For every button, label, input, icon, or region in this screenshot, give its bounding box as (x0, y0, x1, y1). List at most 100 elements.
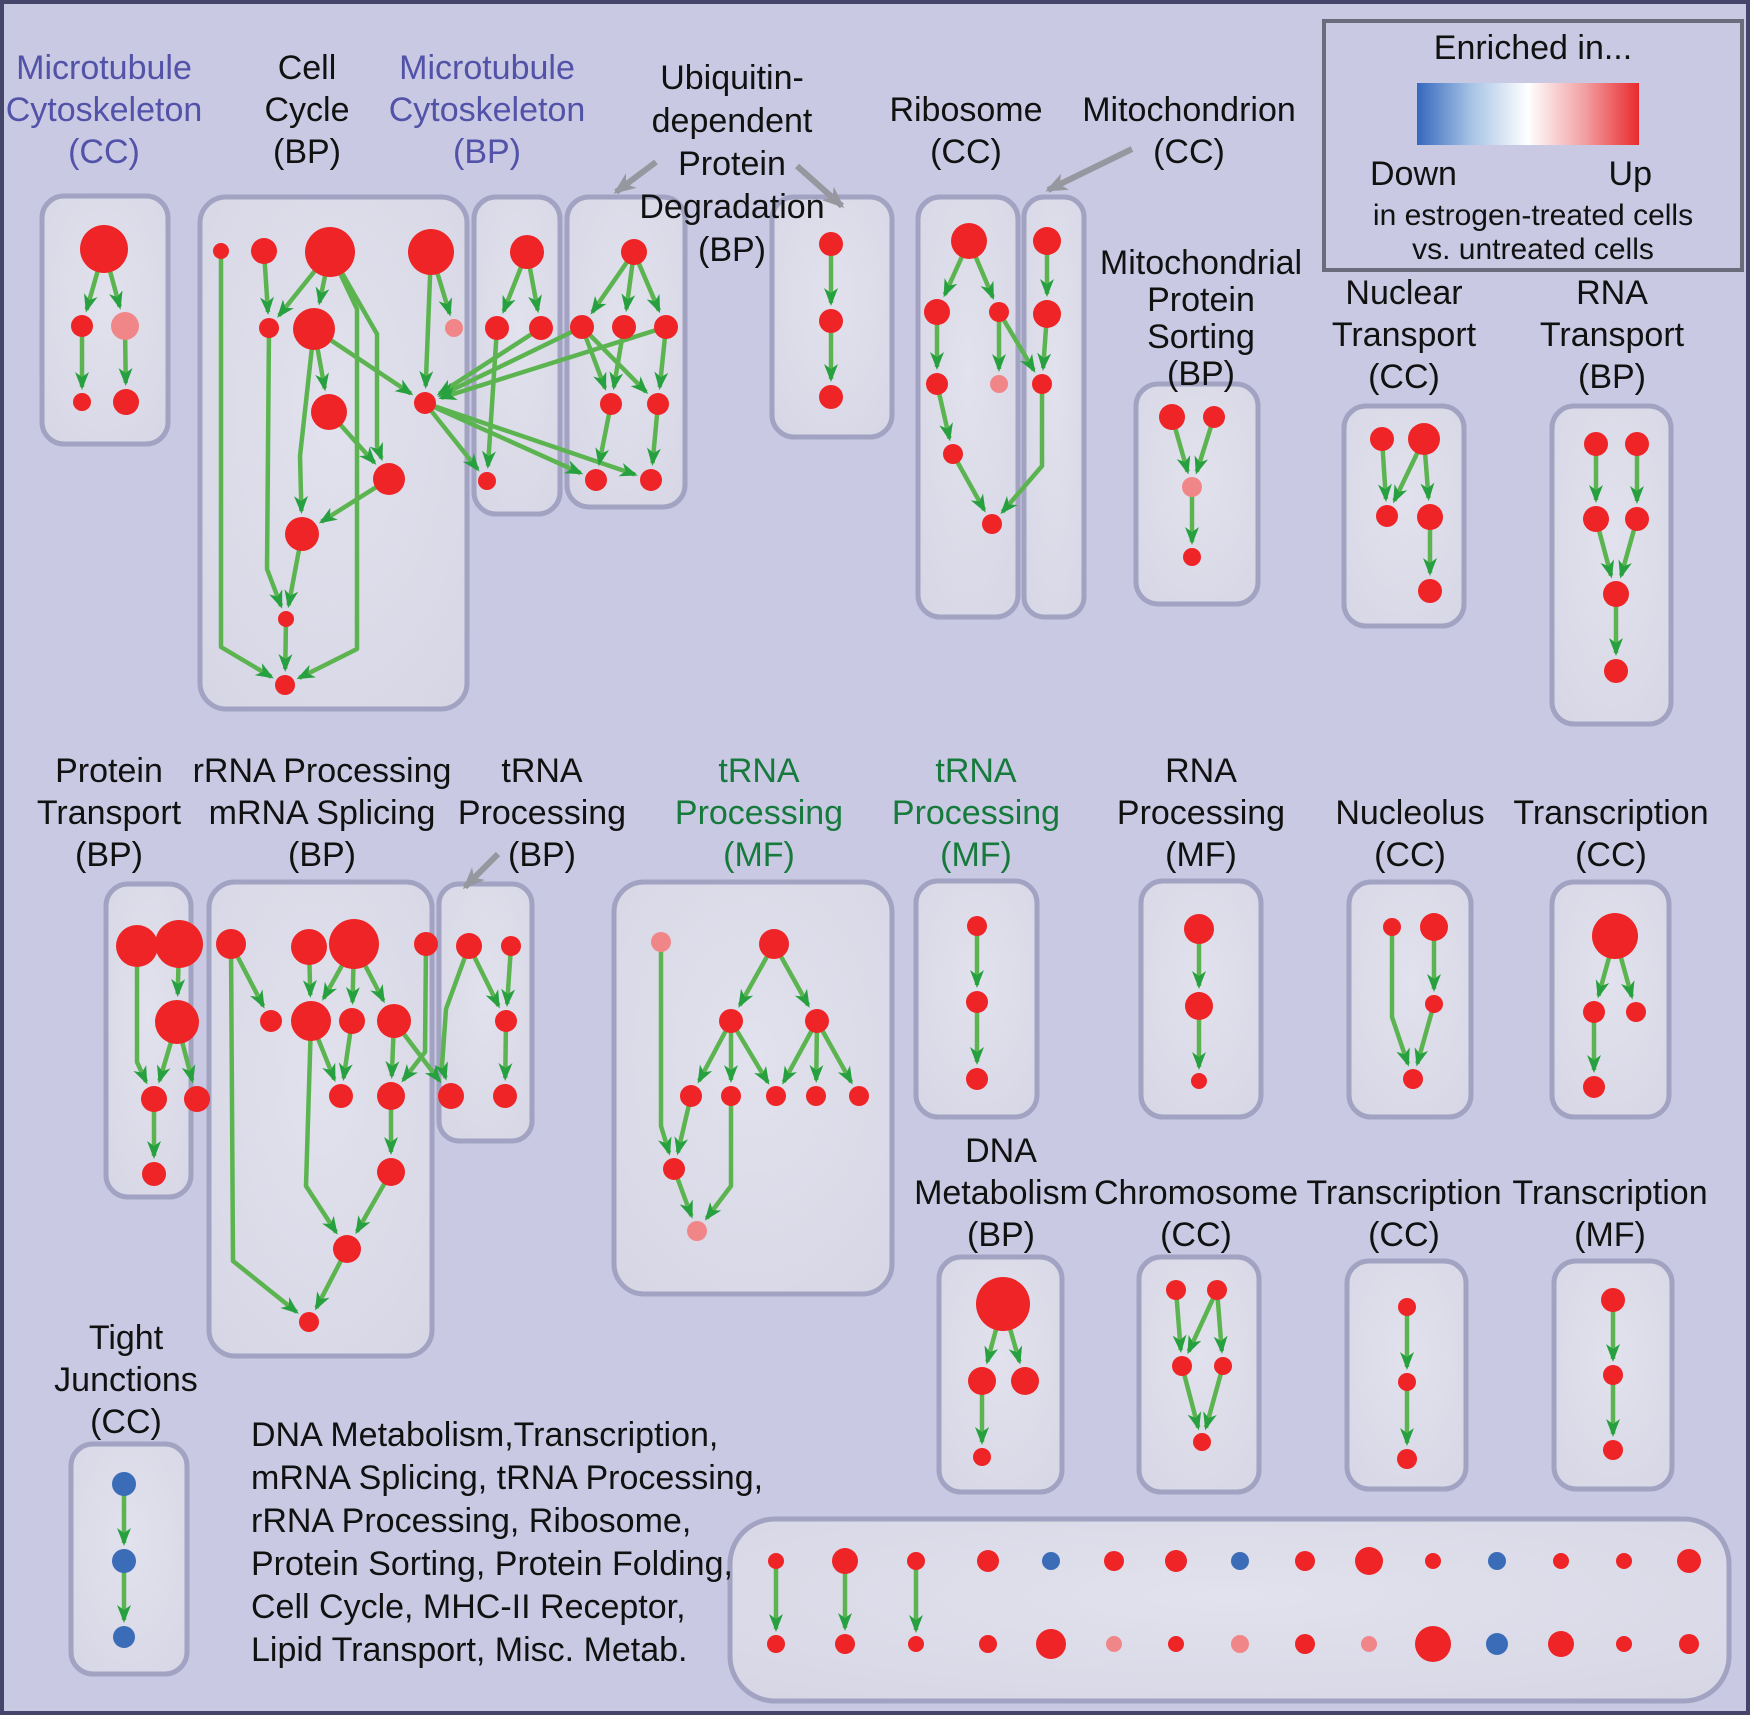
go-term-node-up-tm1b (719, 1009, 743, 1033)
go-term-node-up-rib7 (982, 514, 1002, 534)
go-term-node-up-rib1 (951, 223, 987, 259)
group-label-tm2: Processing (892, 794, 1060, 832)
group-label-tm2: (MF) (940, 836, 1012, 874)
go-term-node-down-miscB11 (1486, 1633, 1508, 1655)
go-term-node-up-rib2 (924, 299, 950, 325)
group-label-chr: Chromosome (1094, 1174, 1298, 1212)
go-term-node-up-ub1d (600, 393, 622, 415)
go-term-node-up-tc2a (1398, 1298, 1416, 1316)
go-term-node-up-miscB1 (835, 1634, 855, 1654)
go-term-node-up-tmfc (1603, 1440, 1623, 1460)
go-term-node-up-ccE (259, 318, 279, 338)
legend-down-label: Down (1370, 155, 1457, 193)
go-term-node-up-nuc3 (1425, 995, 1443, 1013)
group-box-misc (727, 1516, 1732, 1704)
go-term-node-up-miscB13 (1616, 1636, 1632, 1652)
go-term-node-up-nuc1 (1383, 918, 1401, 936)
go-term-node-up-miscT1 (832, 1548, 858, 1574)
group-label-tj: (CC) (90, 1403, 162, 1441)
go-term-node-up-miscT6 (1165, 1550, 1187, 1572)
go-term-node-up-dm4 (973, 1448, 991, 1466)
group-label-nt: (CC) (1368, 358, 1440, 396)
go-term-node-up-ub1e (647, 393, 669, 415)
go-term-node-weak-up-tm1j (687, 1221, 707, 1241)
go-term-node-up-ccK (278, 611, 294, 627)
go-term-node-down-tj1 (112, 1472, 136, 1496)
edge-ccE-ccK (264, 327, 284, 609)
group-label-tc2: (CC) (1368, 1216, 1440, 1254)
go-term-node-up-tm2c (966, 1068, 988, 1090)
go-term-node-up-pt1 (116, 925, 158, 967)
group-label-mtcc: Microtubule (16, 49, 192, 87)
go-term-node-down-miscT11 (1488, 1552, 1506, 1570)
edge-ccC-ccI (328, 250, 384, 462)
go-term-node-up-miscT10 (1425, 1553, 1441, 1569)
go-term-node-up-rpb (1185, 992, 1213, 1020)
go-term-node-up-rib6 (943, 444, 963, 464)
go-term-node-up-miscT12 (1553, 1553, 1569, 1569)
go-term-node-up-ub2b (819, 309, 843, 333)
go-term-node-up-miscB3 (979, 1635, 997, 1653)
go-term-node-up-rt1 (1584, 432, 1608, 456)
go-term-node-up-rr6 (291, 1001, 331, 1041)
legend-endpoints: Down Up (1326, 155, 1740, 194)
go-term-node-up-rr13 (299, 1312, 319, 1332)
group-box-tc1 (1549, 879, 1672, 1120)
go-term-node-up-nt1 (1370, 427, 1394, 451)
go-term-node-up-tm1f (766, 1086, 786, 1106)
edge-rr6-rr12 (303, 1020, 338, 1235)
go-term-node-down-tj2 (112, 1549, 136, 1573)
go-term-node-up-rt6 (1604, 659, 1628, 683)
go-term-node-up-miscT13 (1616, 1553, 1632, 1569)
go-term-node-weak-up-miscB5 (1106, 1636, 1122, 1652)
go-term-node-up-miscT2 (907, 1552, 925, 1570)
go-term-node-up-rr3 (329, 919, 379, 969)
go-term-node-up-pt2 (155, 920, 203, 968)
go-term-node-up-pt3 (155, 1000, 199, 1044)
group-label-ub1: Ubiquitin- (660, 59, 804, 97)
group-label-tc1: Transcription (1513, 794, 1708, 832)
group-label-mps: Sorting (1147, 318, 1255, 356)
group-box-nuc (1346, 879, 1474, 1120)
go-term-node-up-ccJ (285, 517, 319, 551)
group-label-tj: Tight (89, 1319, 164, 1357)
go-term-node-up-tmfb (1603, 1365, 1623, 1385)
edge-ccC-ccL (296, 251, 360, 680)
edge-tm1e-tm1j (704, 1096, 734, 1221)
group-label-tm1: (MF) (723, 836, 795, 874)
go-term-node-up-miscB6 (1168, 1636, 1184, 1652)
group-label-tj: Junctions (54, 1361, 198, 1399)
group-label-tm1: Processing (675, 794, 843, 832)
go-term-node-up-ccD (408, 229, 454, 275)
edge-tb1-tb4 (434, 945, 472, 1081)
go-term-node-up-rpa (1184, 914, 1214, 944)
go-term-node-up-rt5 (1603, 581, 1629, 607)
group-label-tc2: Transcription (1306, 1174, 1501, 1212)
go-term-node-weak-up-mtcc3 (111, 312, 139, 340)
edge-chr4-chr5 (1203, 1365, 1226, 1431)
go-term-node-up-rr7 (339, 1008, 365, 1034)
go-term-node-up-miscB12 (1548, 1631, 1574, 1657)
group-label-ub1: dependent (652, 102, 813, 140)
group-label-mps: Protein (1147, 281, 1255, 319)
go-term-node-up-miscT8 (1295, 1551, 1315, 1571)
group-label-nuc: (CC) (1374, 836, 1446, 874)
group-label-rt: Transport (1540, 316, 1685, 354)
go-term-node-up-rpc (1191, 1073, 1207, 1089)
go-term-node-up-pt4 (141, 1086, 167, 1112)
go-term-node-up-nuc4 (1403, 1069, 1423, 1089)
go-term-node-down-tj3 (113, 1626, 135, 1648)
go-term-node-up-ccM (414, 392, 436, 414)
group-label-pt: Protein (55, 752, 163, 790)
edge-nuc1-nuc4 (1389, 927, 1410, 1067)
go-term-node-up-mtbp3 (529, 316, 553, 340)
go-term-node-down-miscT4 (1042, 1552, 1060, 1570)
go-term-node-up-tc1c (1626, 1002, 1646, 1022)
group-box-dm (936, 1254, 1065, 1495)
go-term-node-weak-up-miscB9 (1361, 1636, 1377, 1652)
go-term-node-up-tc1b (1583, 1001, 1605, 1023)
group-label-cc: (BP) (273, 133, 341, 171)
go-term-node-up-mtbp4 (478, 472, 496, 490)
nodes (71, 223, 1701, 1662)
go-term-node-up-rr5 (260, 1010, 282, 1032)
